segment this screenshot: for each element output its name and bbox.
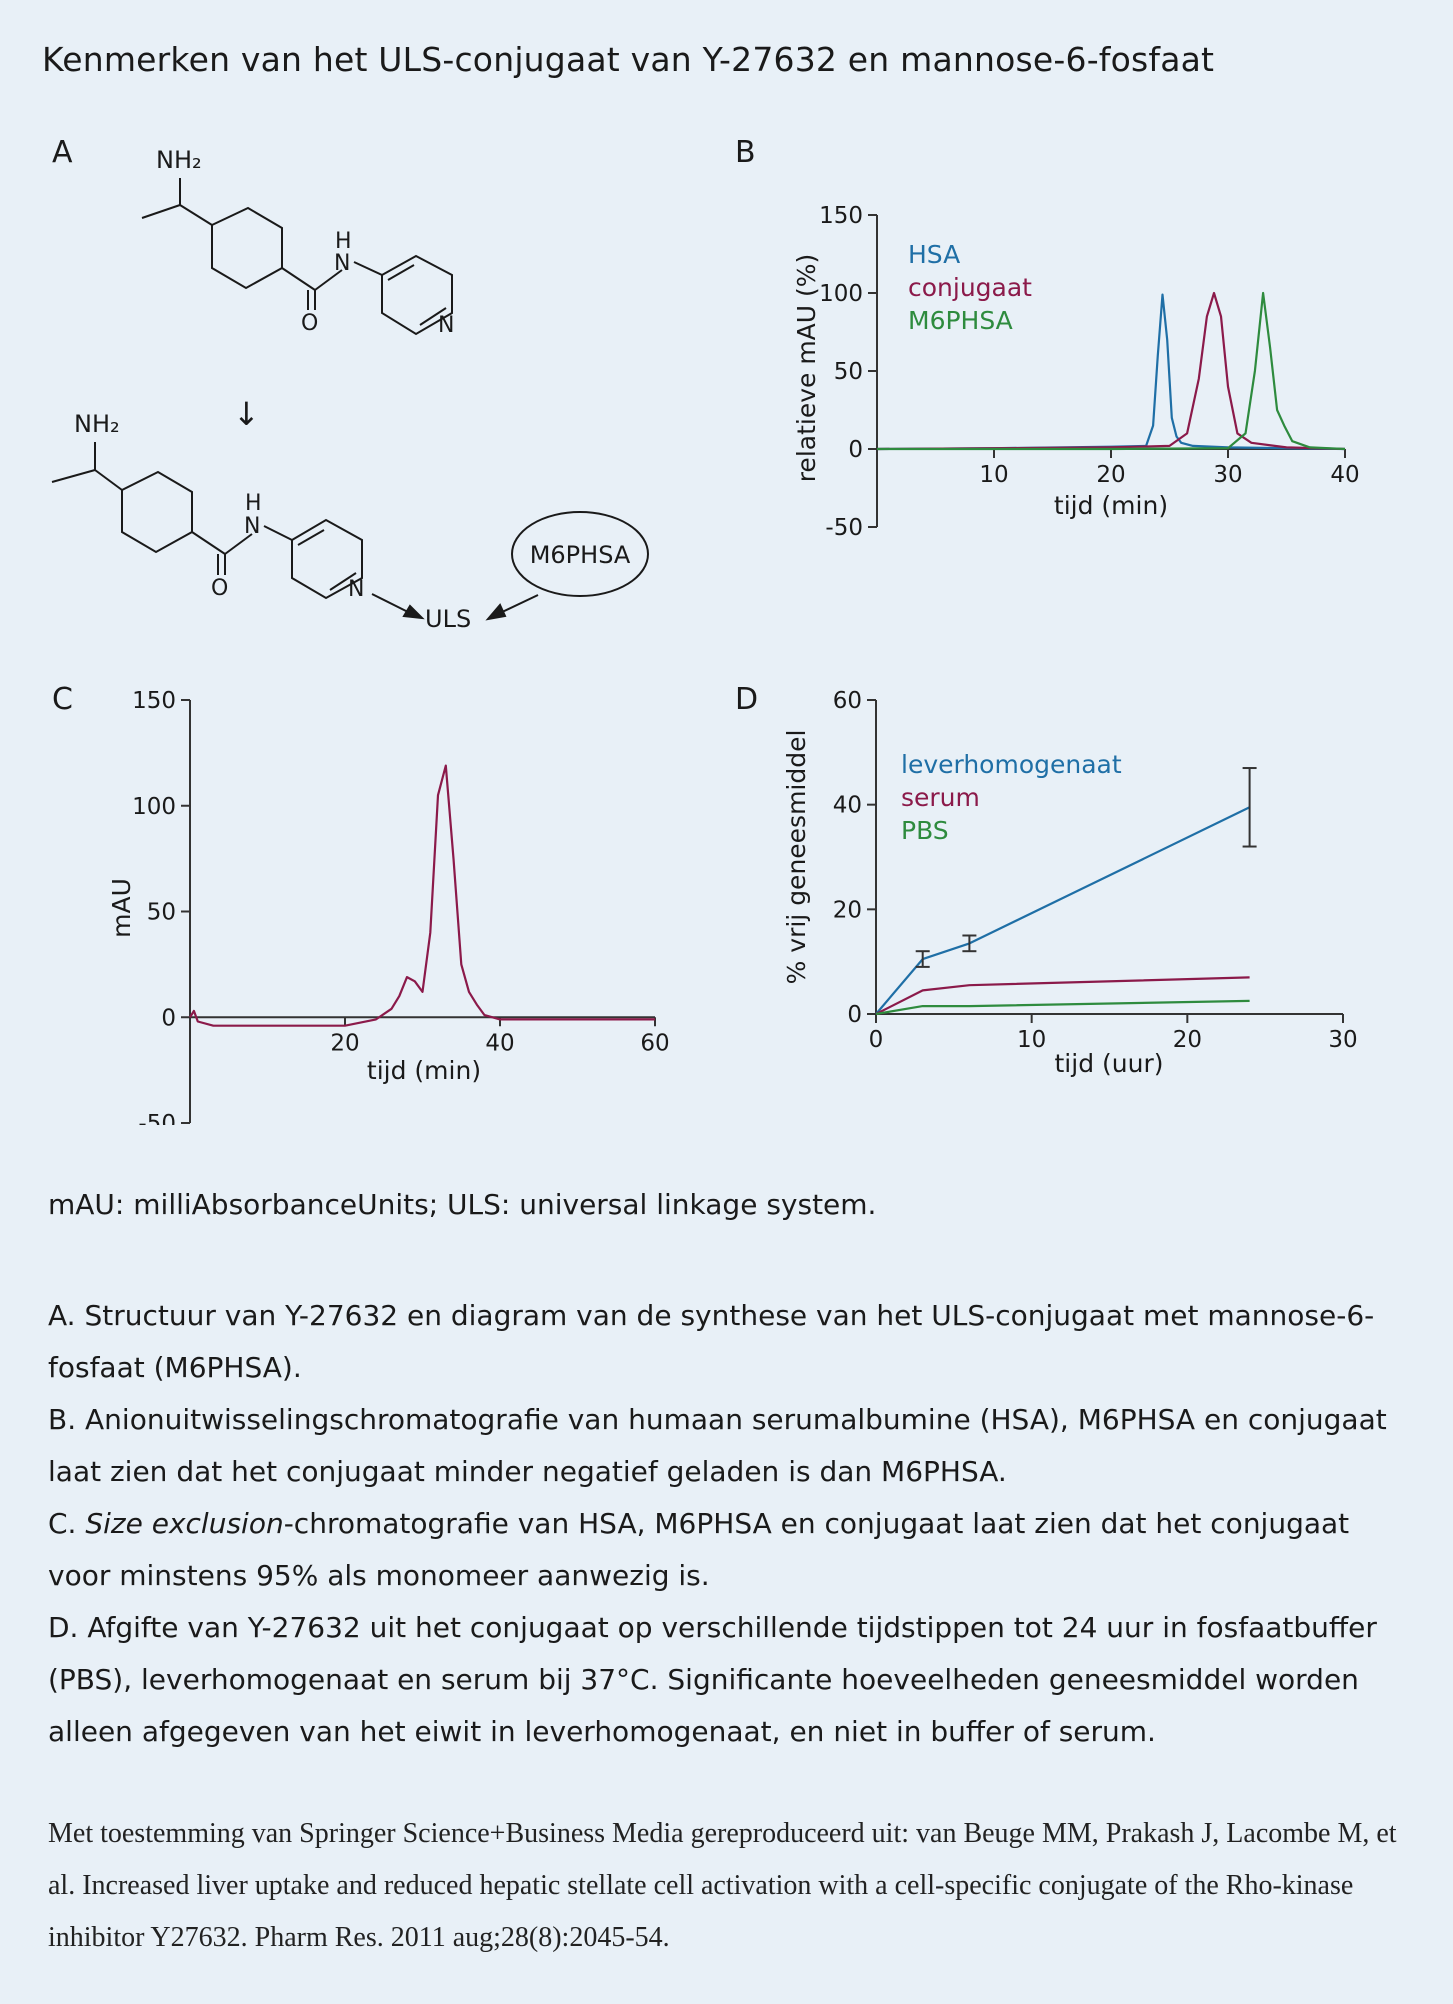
x-tick-label: 10 [979,462,1008,488]
y-tick-label: 40 [833,793,862,819]
x-tick-label: 20 [330,1030,359,1056]
legend-entry: leverhomogenaat [901,750,1122,779]
y-tick-label: 150 [819,203,863,229]
series-line [877,291,1346,451]
y-tick-label: -50 [138,1111,176,1125]
x-tick-label: 30 [1213,462,1242,488]
amine-top: NH₂ [156,146,202,174]
x-axis-label: tijd (min) [1054,491,1168,520]
x-tick-label: 20 [1096,462,1125,488]
y-tick-label: 0 [161,1005,176,1031]
figure-title: Kenmerken van het ULS-conjugaat van Y-27… [42,40,1215,79]
carbonyl-o-bottom: O [211,576,228,601]
abbreviation-note: mAU: milliAbsorbanceUnits; ULS: universa… [48,1188,877,1221]
amide-h-bottom: H [245,491,262,516]
y-axis-label: relatieve mAU (%) [792,254,821,483]
carbonyl-o-top: O [301,311,318,336]
y-tick-label: 0 [848,437,863,463]
legend-entry: serum [901,783,980,812]
y-tick-label: 150 [132,688,176,714]
x-axis-label: tijd (uur) [1055,1049,1164,1078]
x-tick-label: 30 [1328,1027,1357,1053]
panel-label-a: A [52,135,73,170]
linker-arrows [371,593,539,621]
caption-a: A. Structuur van Y-27632 en diagram van … [48,1299,1375,1384]
y-tick-label: 100 [132,794,176,820]
series-line [875,806,1251,1015]
uls-label: ULS [425,605,471,633]
y-tick-label: 100 [819,281,863,307]
legend-entry: PBS [901,816,949,845]
series-line [189,764,655,1027]
panel-label-b: B [735,135,756,170]
panel-label-c: C [52,682,73,717]
figure-caption: A. Structuur van Y-27632 en diagram van … [48,1290,1408,1758]
y-axis-label: % vrij geneesmiddel [782,730,811,985]
x-tick-label: 10 [1017,1027,1046,1053]
y-tick-label: 50 [147,900,176,926]
y-tick-label: 0 [847,1002,862,1028]
chart-d: D 0 20 40 60 0 10 20 30 tijd (uur) % vrij geneesm… [735,682,1358,1078]
legend-entry: M6PHSA [908,306,1013,335]
amide-h-top: H [335,229,352,254]
series-line [875,976,1250,1015]
pyridine-n-top: N [438,313,454,338]
caption-c-rest: -chromatografie van HSA, M6PHSA en conju… [48,1507,1350,1592]
legend-entry: HSA [908,240,960,269]
x-tick-label: 60 [640,1030,669,1056]
x-tick-label: 40 [1330,462,1359,488]
x-axis-label: tijd (min) [367,1056,481,1085]
x-tick-label: 20 [1173,1027,1202,1053]
y-tick-label: 20 [833,897,862,923]
caption-d: D. Afgifte van Y-27632 uit het conjugaat… [48,1611,1377,1748]
caption-c-prefix: C. [48,1507,86,1540]
series-line [876,291,1346,451]
reaction-arrow: ↓ [233,395,260,433]
y-tick-label: 60 [833,688,862,714]
chart-c: C -50 0 50 100 150 20 40 60 tijd (min) mAU [52,682,670,1125]
legend-entry: conjugaat [908,273,1032,302]
caption-c: C. Size exclusion-chromatografie van HSA… [48,1498,1408,1602]
chart-b: B -50 0 50 100 150 10 20 30 40 tijd (min) relatiev… [735,135,1360,541]
pyridine-n-bottom: N [348,577,364,602]
amide-n-top: N [334,251,350,276]
y-axis-label: mAU [107,878,136,938]
molecule-top-bonds [141,178,453,336]
y-tick-label: 50 [834,359,863,385]
caption-b: B. Anionuitwisselingschromatografie van … [48,1403,1387,1488]
m6phsa-ellipse [511,511,649,597]
caption-c-italic: Size exclusion [85,1507,284,1540]
amide-n-bottom: N [244,514,260,539]
source-citation: Met toestemming van Springer Science+Bus… [48,1808,1428,1964]
amine-bottom: NH₂ [74,410,120,438]
structure-diagram: A NH₂ H N O N ↓ NH₂ H N O N [51,135,649,633]
y-tick-label: -50 [825,515,863,541]
panel-label-d: D [735,682,758,717]
molecule-bottom-bonds [51,442,363,600]
x-tick-label: 0 [869,1027,884,1053]
x-tick-label: 40 [485,1030,514,1056]
source-text: Met toestemming van Springer Science+Bus… [48,1818,1397,1953]
m6phsa-label: M6PHSA [530,541,631,569]
series-line [875,999,1250,1016]
